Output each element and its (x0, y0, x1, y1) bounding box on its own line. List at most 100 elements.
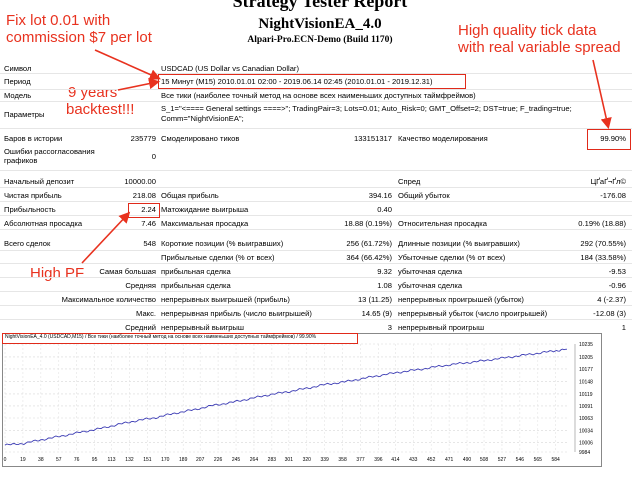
row-separator (0, 263, 632, 264)
x-tick-label: 320 (303, 457, 312, 463)
x-tick-label: 207 (196, 457, 205, 463)
y-tick-label: 10006 (579, 441, 593, 447)
chart-caption-box (2, 333, 358, 344)
max-cons-wins-value: 13 (11.25) (357, 295, 392, 304)
y-tick-label: 10235 (579, 342, 593, 348)
ea-name: NightVisionEA_4.0 (258, 16, 382, 32)
average-loss-value: -0.96 (608, 281, 626, 290)
symbol-value: USDCAD (US Dollar vs Canadian Dollar) (161, 64, 299, 73)
x-tick-label: 414 (391, 457, 400, 463)
row-separator (0, 291, 632, 292)
x-tick-label: 151 (143, 457, 152, 463)
max-cons-loss-label: непрерывный убыток (число проигрышей) (398, 309, 548, 318)
row-separator (0, 73, 632, 74)
period-value: 15 Минут (M15) 2010.01.01 02:00 - 2019.0… (161, 77, 433, 86)
max-cons-losses-label: непрерывных проигрышей (убыток) (398, 295, 524, 304)
x-tick-label: 264 (250, 457, 259, 463)
x-tick-label: 38 (38, 457, 44, 463)
avg-cons-losses-label: непрерывный проигрыш (398, 323, 485, 332)
largest-win-label: прибыльная сделка (161, 267, 231, 276)
gross-profit-value: 394.16 (368, 191, 392, 200)
max-drawdown-value: 18.88 (0.19%) (344, 219, 392, 228)
ticks-value: 133151317 (353, 134, 392, 143)
long-positions-label: Длинные позиции (% выигравших) (398, 239, 520, 248)
note-tick-data: High quality tick data with real variabl… (458, 22, 621, 57)
loss-trades-value: 184 (33.58%) (580, 253, 626, 262)
rel-drawdown-label: Относительная просадка (398, 219, 487, 228)
errors-label-line2: графиков (4, 156, 38, 165)
row-separator (0, 201, 632, 202)
net-profit-value: 218.08 (132, 191, 156, 200)
x-tick-label: 527 (498, 457, 507, 463)
symbol-label: Символ (4, 64, 32, 73)
x-tick-label: 226 (214, 457, 223, 463)
y-tick-label: 10119 (579, 392, 593, 398)
note-years-line1: 9 years (68, 84, 118, 101)
model-label: Модель (4, 91, 32, 100)
balance-chart-svg: 10235 10205 10177 10148 10119 10091 10063 10034… (4, 342, 594, 463)
note-tick-line2: with real variable spread (458, 39, 621, 57)
x-tick-label: 76 (74, 457, 80, 463)
row-separator (0, 277, 632, 278)
max-cons-profit-value: 14.65 (9) (361, 309, 392, 318)
win-trades-value: 364 (66.42%) (346, 253, 392, 262)
average-win-label: прибыльная сделка (161, 281, 231, 290)
x-tick-label: 339 (320, 457, 329, 463)
x-tick-label: 377 (356, 457, 365, 463)
x-tick-label: 584 (552, 457, 561, 463)
max-cons-losses-value: 4 (-2.37) (597, 295, 626, 304)
errors-label-line1: Ошибки рассогласования (4, 147, 95, 156)
ticks-label: Смоделировано тиков (161, 134, 240, 143)
x-tick-label: 471 (445, 457, 454, 463)
pf-highlight-box (128, 203, 160, 218)
quality-highlight-box (587, 129, 631, 150)
chart-caption: NightVisionEA_4.0 (USDCAD,M15) / Все тик… (5, 334, 317, 340)
arrow-tick-data (592, 59, 612, 130)
average-win-value: 1.08 (377, 281, 392, 290)
row-separator (0, 305, 632, 306)
avg-cons-label: Средний (125, 323, 156, 332)
profit-factor-label: Прибыльность (4, 205, 56, 214)
errors-value: 0 (151, 152, 156, 161)
balance-chart: 10235 10205 10177 10148 10119 10091 10063 10034… (2, 333, 602, 467)
largest-label: Самая большая (99, 267, 156, 276)
short-positions-label: Короткие позиции (% выигравших) (161, 239, 284, 248)
long-positions-value: 292 (70.55%) (580, 239, 626, 248)
row-separator (0, 128, 632, 129)
x-tick-label: 245 (232, 457, 241, 463)
note-fix-lot-line2: commission $7 per lot (6, 29, 152, 47)
y-tick-label: 10148 (579, 379, 593, 385)
note-years-line2: backtest!!! (66, 101, 135, 119)
note-fix-lot-line1: Fix lot 0.01 with (6, 12, 111, 29)
expected-payoff-label: Матожидание выигрыша (161, 205, 249, 214)
bars-value: 235779 (130, 134, 156, 143)
note-years: 9 years backtest!!! (66, 84, 134, 119)
x-tick-label: 283 (268, 457, 277, 463)
abs-drawdown-value: 7.46 (141, 219, 156, 228)
x-tick-label: 95 (92, 457, 98, 463)
x-tick-label: 57 (56, 457, 62, 463)
x-tick-label: 396 (374, 457, 383, 463)
x-tick-label: 546 (516, 457, 525, 463)
net-profit-label: Чистая прибыль (4, 191, 62, 200)
average-label: Средняя (125, 281, 156, 290)
server-name: Alpari-Pro.ECN-Demo (Build 1170) (247, 35, 393, 45)
y-tick-label: 10091 (579, 404, 593, 410)
bars-label: Баров в истории (4, 134, 63, 143)
x-tick-label: 19 (20, 457, 26, 463)
total-trades-label: Всего сделок (4, 239, 51, 248)
gross-loss-label: Общий убыток (398, 191, 450, 200)
max-label: Макс. (136, 309, 156, 318)
params-label: Параметры (4, 110, 45, 119)
params-value-line2: Comm="NightVisionEA"; (161, 114, 244, 123)
row-separator (0, 215, 632, 216)
avg-cons-losses-value: 1 (621, 323, 626, 332)
spread-value: ЦҐаҐ¬Ґ­­л© (590, 177, 626, 186)
report-title: Strategy Tester Report (232, 0, 408, 11)
y-tick-label: 9984 (579, 450, 590, 456)
spread-label: Спред (398, 177, 421, 186)
y-tick-label: 10063 (579, 416, 593, 422)
row-separator (0, 170, 632, 171)
max-count-label: Максимальное количество (61, 295, 156, 304)
largest-loss-label: убыточная сделка (398, 267, 463, 276)
